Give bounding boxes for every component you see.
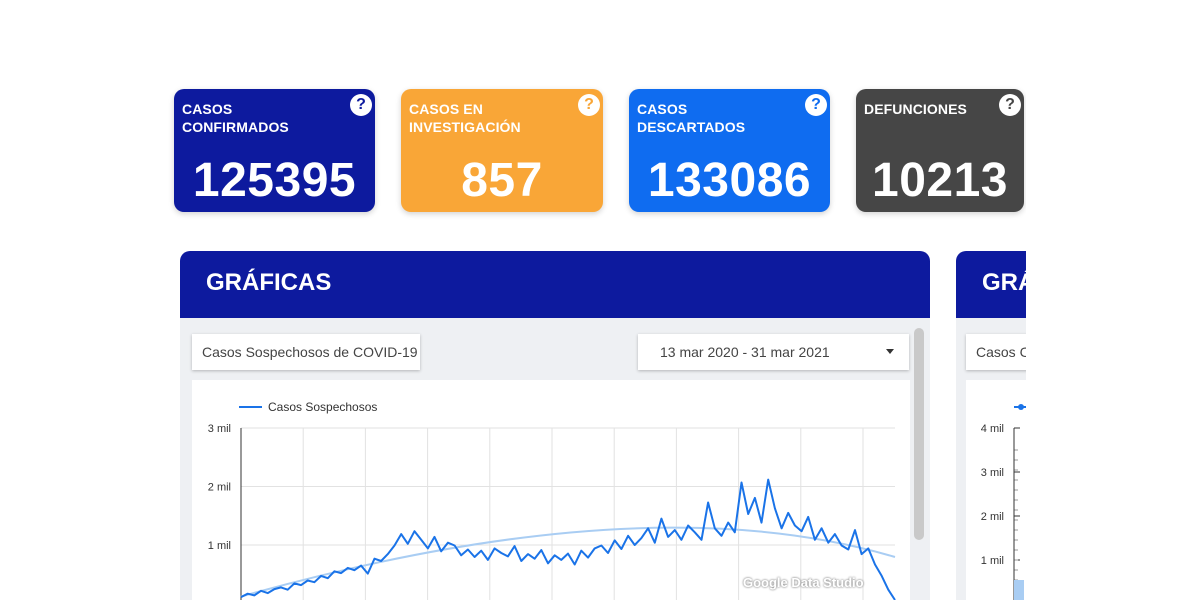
charts-panel: GRÁFICAS Casos Sospechosos de COVID-19 1… xyxy=(180,251,930,600)
dashboard-viewport: CASOS CONFIRMADOS 125395 ? CASOS EN INVE… xyxy=(174,89,1026,600)
chart-area: Casos Sospechosos 3 mil 2 mil 1 mil 0 xyxy=(192,380,910,600)
stat-label: CASOS DESCARTADOS xyxy=(637,101,746,135)
line-chart-2: 4 mil 3 mil 2 mil 1 mil xyxy=(981,404,1026,600)
y-tick-label: 3 mil xyxy=(208,423,231,435)
help-icon[interactable]: ? xyxy=(805,94,827,116)
stat-value: 857 xyxy=(461,154,543,207)
panel-title: GRÁFICAS xyxy=(206,269,332,296)
line-chart-casos-sospechosos: Casos Sospechosos 3 mil 2 mil 1 mil 0 xyxy=(208,400,896,600)
date-range-label: 13 mar 2020 - 31 mar 2021 xyxy=(660,344,830,360)
stat-label: CASOS EN INVESTIGACIÓN xyxy=(409,101,521,135)
stat-card-investigation: CASOS EN INVESTIGACIÓN 857 ? xyxy=(401,89,603,212)
stat-card-discarded: CASOS DESCARTADOS 133086 ? xyxy=(629,89,830,212)
chart-area: 4 mil 3 mil 2 mil 1 mil xyxy=(966,380,1026,600)
metric-selector[interactable]: Casos Confirmados de COVID-19 xyxy=(966,334,1026,370)
y-tick-label: 2 mil xyxy=(208,482,231,494)
y-tick-label: 3 mil xyxy=(981,467,1004,479)
legend-label: Casos Sospechosos xyxy=(268,400,377,414)
y-tick-label: 0 xyxy=(225,599,231,600)
date-range-selector[interactable]: 13 mar 2020 - 31 mar 2021 xyxy=(638,334,909,370)
y-tick-label: 1 mil xyxy=(208,540,231,552)
metric-selector[interactable]: Casos Sospechosos de COVID-19 xyxy=(192,334,420,370)
google-data-studio-watermark: Google Data Studio xyxy=(743,575,864,590)
stat-label: DEFUNCIONES xyxy=(864,101,967,117)
legend-marker xyxy=(1018,404,1024,410)
panel-header: GRÁFICAS xyxy=(180,251,930,318)
help-icon[interactable]: ? xyxy=(578,94,600,116)
charts-panel-2: GRÁFICAS Casos Confirmados de COVID-19 4… xyxy=(956,251,1026,600)
scrollbar[interactable] xyxy=(914,328,924,540)
stat-card-confirmed: CASOS CONFIRMADOS 125395 ? xyxy=(174,89,375,212)
partial-bar xyxy=(1014,580,1024,600)
panel-title: GRÁFICAS xyxy=(982,269,1026,296)
trend-line xyxy=(240,526,896,598)
stat-value: 10213 xyxy=(872,154,1008,207)
panel-body: Casos Confirmados de COVID-19 4 mil 3 mil… xyxy=(956,318,1026,600)
stat-value: 125395 xyxy=(192,154,357,207)
help-icon[interactable]: ? xyxy=(999,94,1021,116)
panel-header: GRÁFICAS xyxy=(956,251,1026,318)
metric-selector-label: Casos Sospechosos de COVID-19 xyxy=(202,344,418,360)
metric-selector-label: Casos Confirmados de COVID-19 xyxy=(976,344,1026,360)
stat-card-deaths: DEFUNCIONES 10213 ? xyxy=(856,89,1024,212)
caret-down-icon xyxy=(886,349,894,354)
y-tick-label: 2 mil xyxy=(981,511,1004,523)
series-line-casos-sospechosos xyxy=(240,478,896,600)
y-tick-label: 4 mil xyxy=(981,423,1004,435)
help-icon[interactable]: ? xyxy=(350,94,372,116)
stat-label: CASOS CONFIRMADOS xyxy=(182,101,289,135)
stat-value: 133086 xyxy=(647,154,812,207)
y-tick-label: 1 mil xyxy=(981,555,1004,567)
panel-body: Casos Sospechosos de COVID-19 13 mar 202… xyxy=(180,318,930,600)
